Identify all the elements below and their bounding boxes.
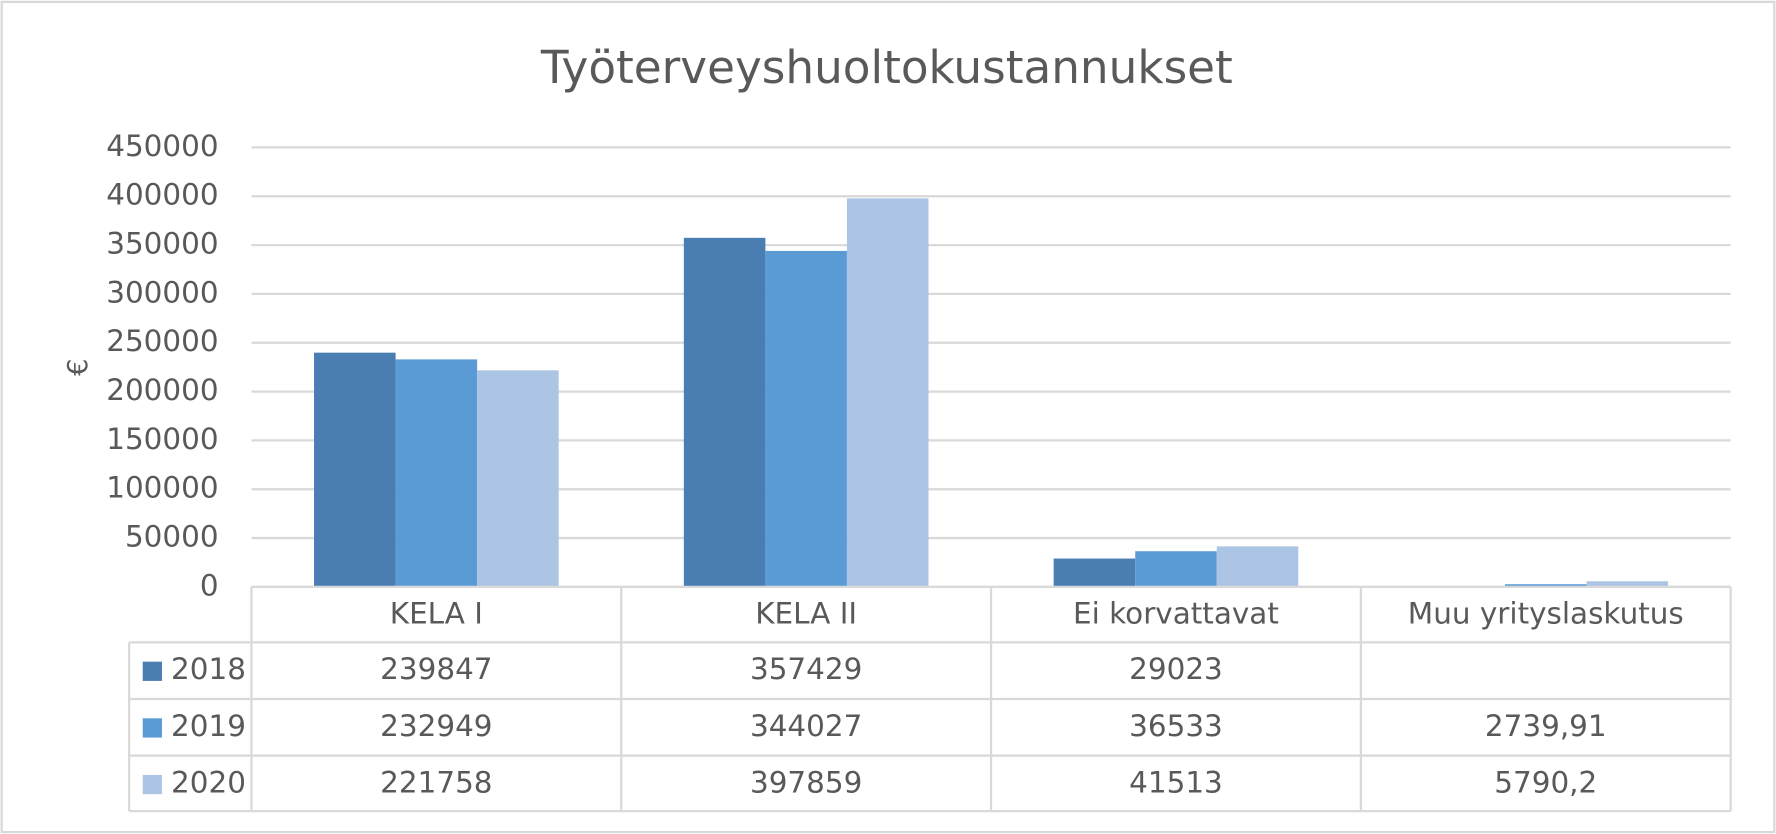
y-tick-label: 450000 — [106, 129, 218, 163]
y-tick-label: 250000 — [106, 324, 218, 358]
table-value: 41513 — [1129, 765, 1223, 799]
y-tick-label: 300000 — [106, 275, 218, 309]
table-value: 357429 — [750, 652, 862, 686]
category-label: Muu yrityslaskutus — [1408, 597, 1684, 631]
bar — [1216, 546, 1299, 587]
category-label: Ei korvattavat — [1073, 597, 1279, 631]
bar — [1586, 581, 1669, 587]
table-value: 397859 — [750, 765, 862, 799]
table-value: 29023 — [1129, 652, 1223, 686]
legend-label: 2019 — [171, 709, 246, 743]
legend-label: 2018 — [171, 652, 246, 686]
bar — [1505, 584, 1587, 587]
table-value: 239847 — [380, 652, 492, 686]
bar — [683, 237, 766, 587]
y-tick-label: 400000 — [106, 178, 218, 212]
table-value: 344027 — [750, 709, 862, 743]
table-value: 221758 — [380, 765, 492, 799]
table-value: 5790,2 — [1494, 765, 1597, 799]
y-axis-label: € — [63, 359, 94, 376]
bar — [395, 359, 478, 587]
legend-label: 2020 — [171, 765, 246, 799]
table-value: 36533 — [1129, 709, 1223, 743]
bar — [1135, 551, 1217, 587]
category-label: KELA II — [755, 597, 857, 631]
y-tick-label: 0 — [200, 568, 219, 602]
y-tick-label: 200000 — [106, 373, 218, 407]
chart-title: Työterveyshuoltokustannukset — [540, 41, 1233, 94]
bar — [314, 352, 396, 587]
bar — [1053, 558, 1136, 587]
y-tick-label: 350000 — [106, 227, 218, 261]
bar — [477, 370, 559, 587]
category-label: KELA I — [390, 597, 483, 631]
y-tick-label: 100000 — [106, 471, 218, 505]
table-value: 232949 — [380, 709, 492, 743]
legend-key — [142, 718, 162, 738]
table-value: 2739,91 — [1485, 709, 1607, 743]
y-tick-label: 150000 — [106, 422, 218, 456]
legend-key — [142, 661, 162, 681]
legend-key — [142, 774, 162, 795]
y-tick-label: 50000 — [125, 520, 219, 554]
bar — [846, 198, 929, 587]
bar — [765, 250, 847, 587]
